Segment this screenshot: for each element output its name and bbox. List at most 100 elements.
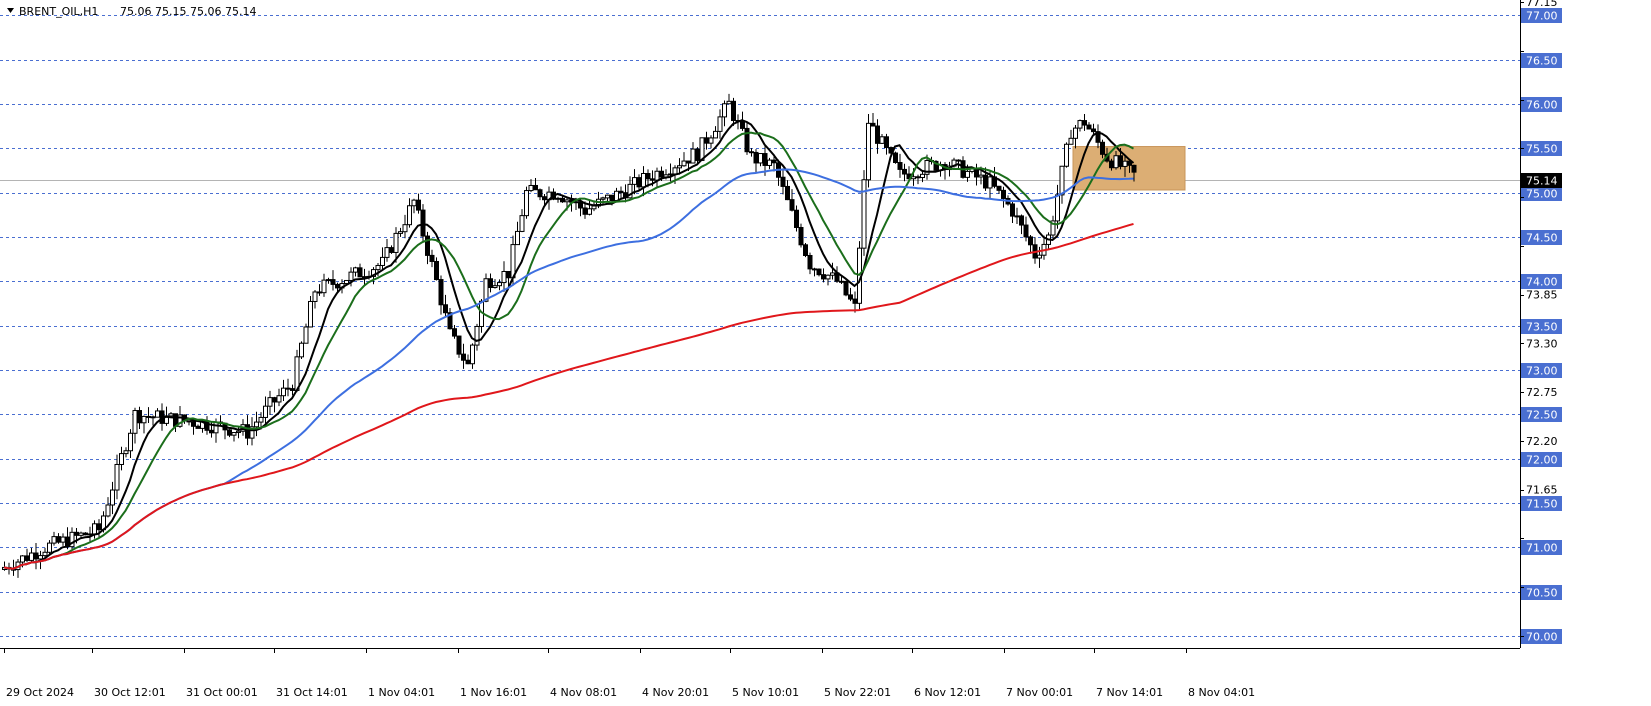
svg-text:72.00: 72.00	[1526, 454, 1558, 467]
candle	[83, 532, 88, 536]
candle	[434, 257, 439, 281]
level-label: 75.00	[1521, 186, 1562, 201]
candle	[861, 170, 867, 256]
candle	[1023, 216, 1029, 242]
candle	[1127, 159, 1132, 173]
candle	[1001, 186, 1006, 208]
candle	[398, 227, 403, 237]
svg-text:70.50: 70.50	[1526, 587, 1558, 600]
time-tick-label: 8 Nov 04:01	[1188, 686, 1255, 699]
candle	[713, 126, 718, 139]
candle	[870, 112, 876, 127]
level-label: 70.50	[1521, 585, 1562, 600]
candle	[587, 199, 592, 216]
candle	[110, 481, 115, 515]
time-tick-label: 7 Nov 00:01	[1006, 686, 1073, 699]
candle	[1068, 129, 1074, 145]
candle	[515, 221, 520, 246]
candle	[492, 279, 498, 289]
candle	[668, 163, 673, 182]
candle	[474, 323, 480, 351]
candle	[875, 119, 880, 154]
candle	[380, 247, 385, 270]
level-label: 73.00	[1521, 363, 1562, 378]
candle	[249, 417, 255, 446]
candle	[470, 343, 475, 369]
candle	[1100, 139, 1105, 159]
level-label: 71.50	[1521, 496, 1562, 511]
current-price-label: 75.14	[1521, 173, 1562, 188]
candle	[429, 249, 435, 268]
candle	[488, 273, 493, 293]
candle	[141, 415, 147, 434]
candle	[69, 527, 75, 550]
candle	[1019, 214, 1024, 235]
candle	[443, 294, 448, 318]
dropdown-triangle-icon[interactable]	[7, 8, 14, 13]
moving-averages	[3, 119, 1135, 570]
candle	[789, 189, 795, 212]
svg-text:75.00: 75.00	[1526, 188, 1558, 201]
svg-text:71.00: 71.00	[1526, 542, 1558, 555]
candle	[483, 273, 489, 303]
candle	[884, 133, 889, 155]
candle	[312, 289, 318, 309]
level-label: 77.00	[1521, 8, 1562, 23]
candle	[456, 335, 462, 358]
level-label: 74.00	[1521, 274, 1562, 289]
level-label: 72.50	[1521, 407, 1562, 422]
svg-text:74.00: 74.00	[1526, 276, 1558, 289]
candle	[996, 185, 1002, 195]
candle	[722, 100, 727, 127]
candle	[1091, 123, 1096, 135]
time-axis[interactable]: 29 Oct 2024 30 Oct 12:01 31 Oct 00:01 31 Oc…	[0, 648, 1520, 699]
candle	[105, 497, 111, 518]
candle	[1028, 234, 1033, 254]
price-tick-label: 72.20	[1526, 435, 1558, 448]
candle	[438, 275, 444, 315]
candle	[1082, 113, 1087, 131]
candle	[731, 97, 736, 126]
candle	[416, 193, 421, 214]
candle	[452, 325, 457, 339]
svg-text:74.50: 74.50	[1526, 232, 1558, 245]
candle	[717, 109, 723, 139]
candle	[843, 280, 849, 297]
level-label: 76.50	[1521, 53, 1562, 68]
candle	[114, 454, 120, 500]
candle	[533, 177, 538, 191]
time-tick-label: 31 Oct 14:01	[276, 686, 348, 699]
symbol-header[interactable]: BRENT_OIL,H1 75.06 75.15 75.06 75.14	[7, 5, 256, 18]
grid-lines	[0, 15, 1520, 637]
candle	[785, 180, 790, 201]
svg-text:70.00: 70.00	[1526, 631, 1558, 644]
candle	[1086, 122, 1092, 130]
time-tick-label: 30 Oct 12:01	[94, 686, 166, 699]
time-tick-label: 4 Nov 20:01	[642, 686, 709, 699]
candle	[344, 279, 349, 285]
candle	[393, 227, 399, 263]
candle	[1010, 200, 1015, 223]
candle	[231, 432, 237, 442]
price-axis[interactable]: 77.00 76.50 76.00 75.50 75.00 74.50 74.00 73.50…	[1520, 0, 1562, 648]
candle	[848, 287, 853, 302]
time-tick-label: 1 Nov 16:01	[460, 686, 527, 699]
svg-text:72.50: 72.50	[1526, 409, 1558, 422]
time-tick-label: 1 Nov 04:01	[368, 686, 435, 699]
candle	[618, 186, 624, 199]
svg-text:73.50: 73.50	[1526, 321, 1558, 334]
price-tick-label: 73.30	[1526, 337, 1558, 350]
candle	[119, 446, 124, 471]
candle	[1064, 142, 1069, 168]
candle	[263, 396, 268, 424]
price-tick-label: 73.85	[1526, 289, 1558, 302]
level-label: 70.00	[1521, 629, 1562, 644]
candle	[299, 341, 304, 359]
time-tick-label: 29 Oct 2024	[6, 686, 74, 699]
time-tick-label: 6 Nov 12:01	[914, 686, 981, 699]
level-label: 72.00	[1521, 452, 1562, 467]
price-tick-label: 77.15	[1526, 0, 1558, 9]
candle	[308, 295, 313, 328]
candle	[1050, 215, 1056, 240]
